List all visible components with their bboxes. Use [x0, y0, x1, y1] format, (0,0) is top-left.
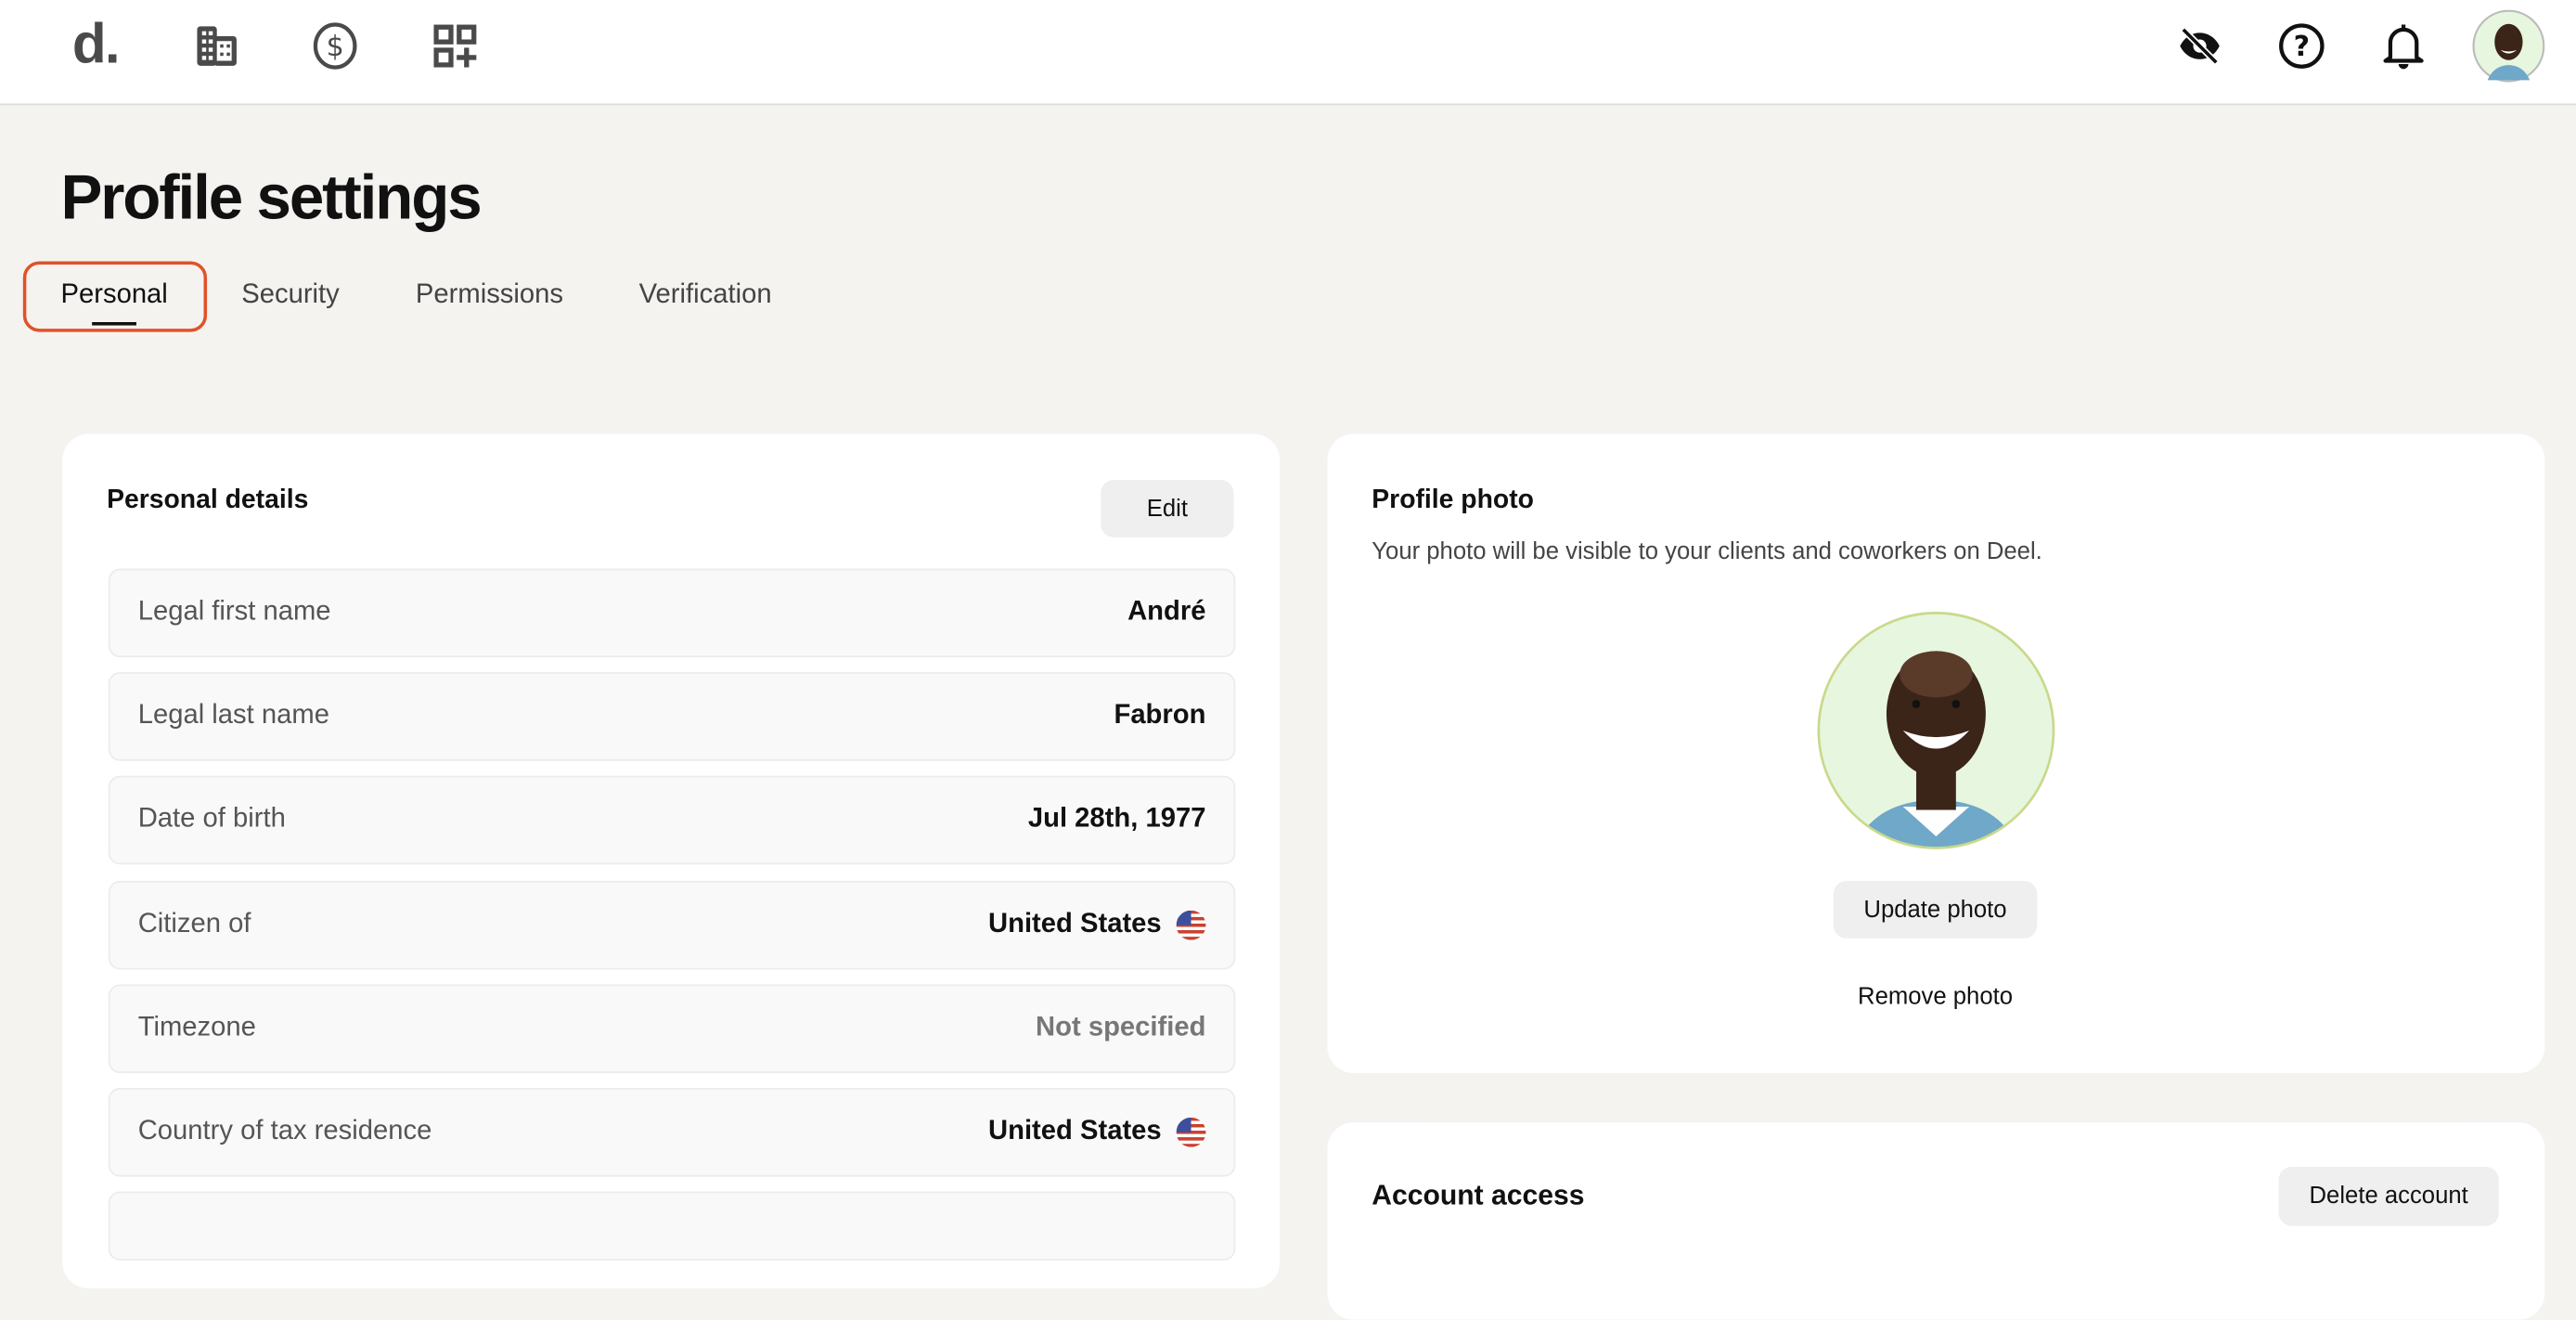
tab-personal-label[interactable]: Personal: [60, 278, 168, 309]
us-flag-icon: [1176, 1116, 1206, 1146]
account-access-title: Account access: [1372, 1180, 1585, 1211]
tab-permissions[interactable]: Permissions: [415, 278, 563, 309]
avatar[interactable]: [2472, 9, 2545, 83]
eye-off-icon[interactable]: [2177, 23, 2223, 70]
profile-photo: [1817, 612, 2055, 850]
delete-account-button[interactable]: Delete account: [2278, 1166, 2499, 1226]
bell-icon[interactable]: [2380, 19, 2427, 72]
us-flag-icon: [1176, 909, 1206, 939]
deel-logo[interactable]: d.: [71, 13, 121, 76]
field-row-partial: [108, 1191, 1236, 1261]
tab-security[interactable]: Security: [241, 278, 340, 309]
field-row-legal-first-name: Legal first name André: [108, 568, 1236, 658]
field-value: Fabron: [1114, 700, 1206, 731]
profile-photo-subtitle: Your photo will be visible to your clien…: [1372, 538, 2042, 566]
field-value: Not specified: [1036, 1012, 1206, 1042]
field-row-country-of-tax-residence: Country of tax residence United States: [108, 1088, 1236, 1177]
svg-text:?: ?: [2294, 31, 2310, 63]
page-title: Profile settings: [60, 164, 483, 234]
field-row-legal-last-name: Legal last name Fabron: [108, 672, 1236, 761]
field-row-citizen-of: Citizen of United States: [108, 880, 1236, 970]
tab-personal[interactable]: [22, 261, 208, 332]
field-value: United States: [988, 1116, 1162, 1145]
profile-photo-title: Profile photo: [1372, 486, 1534, 515]
remove-photo-button[interactable]: Remove photo: [1858, 984, 2014, 1011]
field-row-timezone: Timezone Not specified: [108, 984, 1236, 1074]
apps-add-icon[interactable]: [432, 23, 479, 70]
update-photo-button[interactable]: Update photo: [1833, 880, 2038, 938]
field-label: Date of birth: [137, 803, 286, 834]
edit-button[interactable]: Edit: [1101, 479, 1234, 537]
profile-photo-card: Profile photo Your photo will be visible…: [1327, 434, 2545, 1074]
help-icon[interactable]: ?: [2277, 21, 2326, 71]
field-value: Jul 28th, 1977: [1027, 803, 1206, 834]
field-label: Citizen of: [137, 909, 251, 938]
tab-verification[interactable]: Verification: [638, 278, 772, 309]
field-value: André: [1127, 596, 1206, 627]
field-value: United States: [988, 909, 1162, 938]
field-row-date-of-birth: Date of birth Jul 28th, 1977: [108, 775, 1236, 865]
field-label: Country of tax residence: [137, 1116, 432, 1145]
top-navigation-bar: d. $ ?: [0, 0, 2576, 106]
field-label: Timezone: [137, 1012, 256, 1042]
field-label: Legal first name: [137, 596, 331, 627]
dollar-circle-icon[interactable]: $: [312, 21, 358, 71]
building-icon[interactable]: [194, 23, 240, 70]
personal-details-title: Personal details: [107, 486, 309, 515]
field-label: Legal last name: [137, 700, 329, 731]
active-tab-indicator: [92, 321, 136, 326]
account-access-card: Account access Delete account: [1327, 1122, 2545, 1320]
svg-text:$: $: [327, 31, 344, 63]
